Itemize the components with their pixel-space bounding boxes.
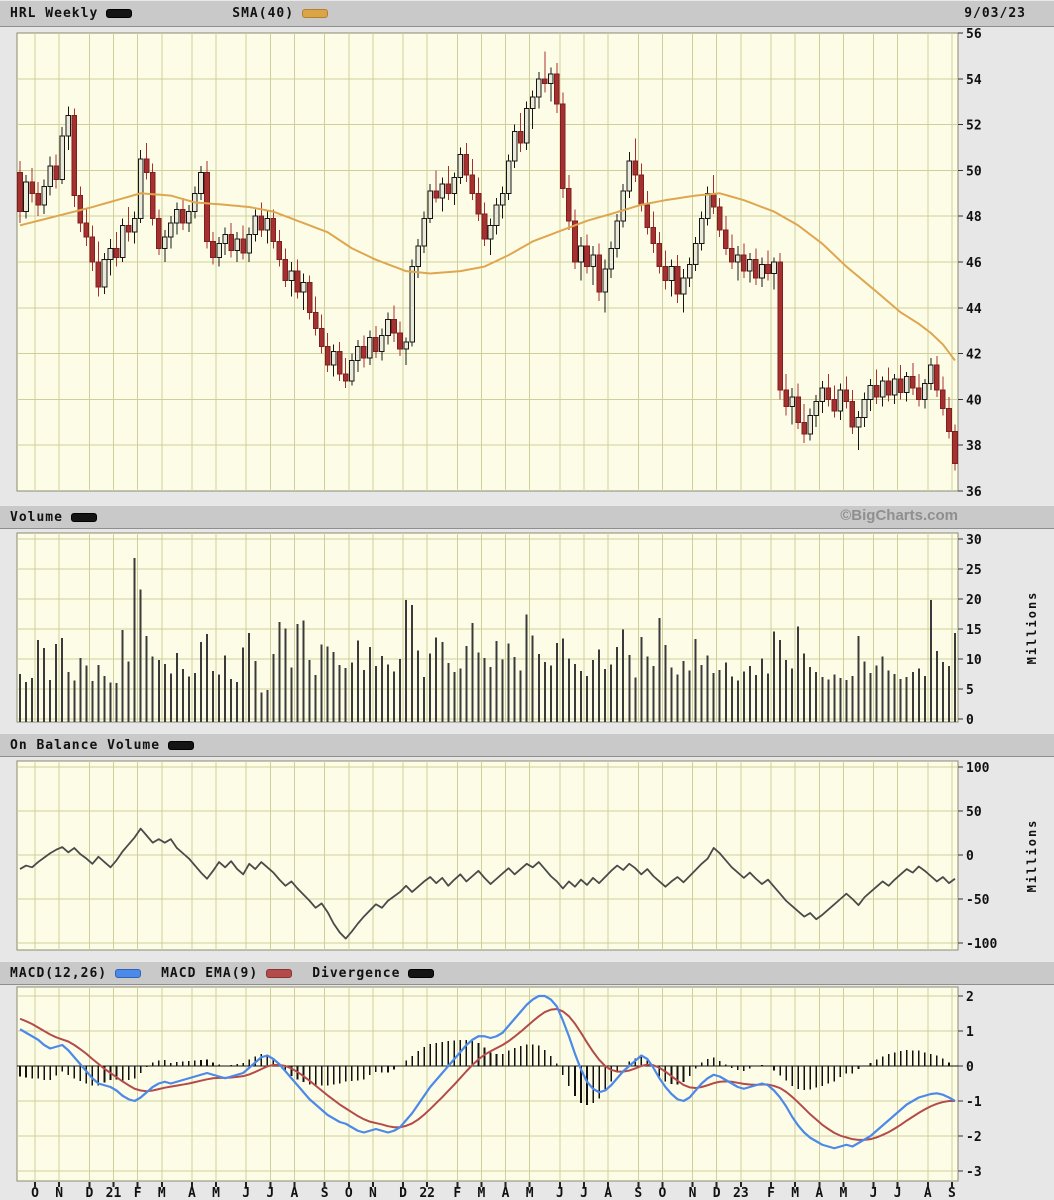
svg-text:0: 0 <box>966 849 974 864</box>
svg-text:M: M <box>478 1186 486 1200</box>
volume-header-bar: Volume ©BigCharts.com <box>0 505 1054 529</box>
svg-text:0: 0 <box>966 713 974 728</box>
svg-text:N: N <box>369 1186 377 1200</box>
time-axis-labels: O N D 21 F M A M J J A S O N D 22 F M A M J J A S O N D 23 F M A M J J A S <box>31 1182 956 1200</box>
svg-text:15: 15 <box>966 623 982 638</box>
price-series-swatch-icon <box>106 9 133 18</box>
svg-text:50: 50 <box>966 164 982 179</box>
macd-ema-swatch-icon <box>266 968 293 978</box>
svg-text:1: 1 <box>966 1025 974 1040</box>
svg-text:A: A <box>291 1186 299 1200</box>
svg-text:21: 21 <box>106 1186 122 1200</box>
svg-text:30: 30 <box>966 533 982 548</box>
svg-text:M: M <box>839 1186 847 1200</box>
price-header-bar: HRL Weekly SMA(40) 9/03/23 <box>0 0 1054 27</box>
svg-text:S: S <box>634 1186 642 1200</box>
svg-text:52: 52 <box>966 119 982 134</box>
svg-text:N: N <box>689 1186 697 1200</box>
svg-text:5: 5 <box>966 683 974 698</box>
obv-title: On Balance Volume <box>10 737 161 753</box>
svg-text:38: 38 <box>966 439 982 454</box>
svg-text:0: 0 <box>966 1060 974 1075</box>
svg-text:D: D <box>713 1186 721 1200</box>
divergence-label: Divergence <box>312 965 401 981</box>
svg-text:S: S <box>321 1186 329 1200</box>
bigcharts-watermark: ©BigCharts.com <box>840 507 958 524</box>
svg-text:A: A <box>188 1186 196 1200</box>
svg-text:J: J <box>266 1186 274 1200</box>
svg-text:-1: -1 <box>966 1095 982 1110</box>
svg-text:56: 56 <box>966 27 982 42</box>
svg-text:M: M <box>791 1186 799 1200</box>
obv-panel: 100 50 0 -50 -100 Millions <box>16 760 1039 952</box>
svg-text:A: A <box>604 1186 612 1200</box>
svg-text:50: 50 <box>966 805 982 820</box>
svg-text:S: S <box>948 1186 956 1200</box>
svg-text:48: 48 <box>966 210 982 225</box>
volume-title: Volume <box>10 509 63 525</box>
svg-text:23: 23 <box>733 1186 749 1200</box>
svg-text:44: 44 <box>966 302 982 317</box>
svg-text:Millions: Millions <box>1025 819 1039 893</box>
svg-text:25: 25 <box>966 563 982 578</box>
svg-text:J: J <box>556 1186 564 1200</box>
svg-text:-3: -3 <box>966 1165 982 1180</box>
svg-text:-50: -50 <box>966 893 990 908</box>
macd-panel: 2 1 0 -1 -2 -3 <box>16 986 982 1182</box>
svg-text:10: 10 <box>966 653 982 668</box>
macd-swatch-icon <box>115 968 142 978</box>
svg-text:N: N <box>55 1186 63 1200</box>
svg-text:A: A <box>924 1186 932 1200</box>
symbol-label: HRL Weekly <box>10 6 99 21</box>
svg-text:A: A <box>815 1186 823 1200</box>
macd-ema-label: MACD EMA(9) <box>161 965 259 981</box>
sma-swatch-icon <box>302 9 329 18</box>
volume-swatch-icon <box>70 512 97 522</box>
macd-header-bar: MACD(12,26) MACD EMA(9) Divergence <box>0 961 1054 985</box>
svg-text:D: D <box>399 1186 407 1200</box>
svg-text:Millions: Millions <box>1025 591 1039 665</box>
svg-text:M: M <box>212 1186 220 1200</box>
svg-text:J: J <box>870 1186 878 1200</box>
svg-text:J: J <box>242 1186 250 1200</box>
chart-date: 9/03/23 <box>964 6 1026 21</box>
svg-text:54: 54 <box>966 73 982 88</box>
svg-text:42: 42 <box>966 348 982 363</box>
svg-text:20: 20 <box>966 593 982 608</box>
svg-text:-2: -2 <box>966 1130 982 1145</box>
obv-swatch-icon <box>168 740 195 750</box>
price-candlestick-panel: 56 54 52 50 48 46 44 42 40 38 36 <box>16 27 982 500</box>
svg-text:-100: -100 <box>966 937 997 952</box>
svg-text:F: F <box>134 1186 142 1200</box>
svg-text:22: 22 <box>419 1186 435 1200</box>
svg-text:A: A <box>502 1186 510 1200</box>
svg-text:F: F <box>767 1186 775 1200</box>
svg-text:O: O <box>345 1186 353 1200</box>
svg-text:J: J <box>580 1186 588 1200</box>
macd-label: MACD(12,26) <box>10 965 108 981</box>
svg-text:36: 36 <box>966 485 982 500</box>
divergence-swatch-icon <box>408 968 435 978</box>
time-axis-strip: O N D 21 F M A M J J A S O N D 22 F M A M J J A S O N D 23 F M A M J J A S <box>0 1182 1054 1200</box>
svg-text:O: O <box>659 1186 667 1200</box>
obv-header-bar: On Balance Volume <box>0 733 1054 757</box>
svg-text:M: M <box>526 1186 534 1200</box>
svg-text:J: J <box>894 1186 902 1200</box>
svg-text:2: 2 <box>966 990 974 1005</box>
svg-text:O: O <box>31 1186 39 1200</box>
volume-panel: 30 25 20 15 10 5 0 Millions <box>16 532 1039 728</box>
svg-text:46: 46 <box>966 256 982 271</box>
svg-text:M: M <box>158 1186 166 1200</box>
svg-text:F: F <box>453 1186 461 1200</box>
svg-text:40: 40 <box>966 393 982 408</box>
svg-text:100: 100 <box>966 761 990 776</box>
sma-label: SMA(40) <box>232 6 295 21</box>
svg-text:D: D <box>85 1186 93 1200</box>
